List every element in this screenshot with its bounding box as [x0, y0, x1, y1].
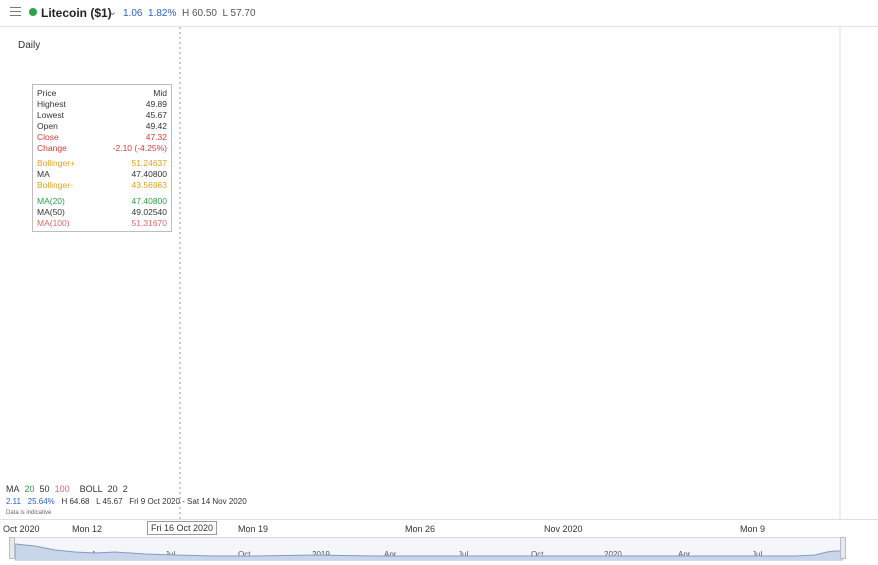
tooltip-row: MA(100) 51.31670: [37, 218, 167, 229]
tooltip-label: Bollinger-: [37, 180, 73, 191]
quote-change: 1.06: [123, 8, 143, 19]
tooltip-row: Bollinger- 43.56963: [37, 180, 167, 191]
tooltip-row: Price Mid: [37, 88, 167, 99]
tooltip-row: Close 47.32: [37, 132, 167, 143]
y-axis-panel: [840, 27, 878, 519]
tooltip-value: -2.10 (-4.25%): [112, 142, 167, 153]
quote-change-pct: 1.82%: [148, 8, 177, 19]
tooltip-value: 43.56963: [131, 180, 167, 191]
navigator-sparkline: [15, 543, 843, 560]
tooltip-label: Highest: [37, 98, 66, 109]
navigator-label: Oct: [531, 550, 544, 559]
ma50-setting[interactable]: 50: [39, 484, 50, 494]
x-tick-label: Oct 2020: [3, 524, 40, 534]
tooltip-label: MA(100): [37, 217, 70, 228]
navigator-label: Apr: [384, 550, 397, 559]
range-high: H 64.68: [61, 497, 90, 506]
tooltip-row: MA(20) 47.40800: [37, 196, 167, 207]
market-status-dot: [29, 8, 37, 16]
boll-label: BOLL: [79, 484, 103, 494]
ma100-setting[interactable]: 100: [54, 484, 70, 494]
range-navigator[interactable]: 2018 Apr Jul Oct 2019 Apr Jul Oct 2020 A…: [15, 537, 843, 561]
tooltip-label: Lowest: [37, 109, 64, 120]
price-chart[interactable]: 44.0046.0048.0050.0052.0054.0056.0058.00…: [0, 27, 878, 519]
quote-low: L 57.70: [222, 8, 256, 19]
tooltip-label: MA(50): [37, 207, 65, 218]
tooltip-value: 49.02540: [131, 207, 167, 218]
tooltip-value: 51.31670: [131, 217, 167, 228]
navigator-label: 2019: [312, 550, 330, 559]
x-tick-label: Mon 19: [238, 524, 269, 534]
navigator-label: Apr: [678, 550, 691, 559]
tooltip-label: MA(20): [37, 196, 65, 207]
tooltip-label: MA: [37, 169, 50, 180]
x-axis: Oct 2020 Mon 12 Mon 19 Mon 26 Nov 2020 M…: [0, 519, 878, 536]
tooltip-value: 47.32: [145, 131, 167, 142]
x-tick-label: Mon 26: [405, 524, 436, 534]
tooltip-label: Price: [37, 88, 57, 98]
navigator-left-handle[interactable]: [9, 537, 15, 559]
quote-high: H 60.50: [181, 8, 217, 19]
navigator-label: 2020: [604, 550, 622, 559]
tooltip-value: 49.89: [145, 98, 167, 109]
tooltip-value: 47.40800: [131, 169, 167, 180]
ma-label: MA: [6, 484, 20, 494]
tooltip-label: Open: [37, 120, 58, 131]
instrument-name[interactable]: Litecoin ($1): [41, 6, 112, 20]
navigator-label: Oct: [238, 550, 251, 559]
navigator-right-handle[interactable]: [840, 537, 846, 559]
range-stats: 2.11 25.64% H 64.68 L 45.67 Fri 9 Oct 20…: [6, 497, 247, 506]
range-low: L 45.67: [96, 497, 123, 506]
range-change: 2.11: [6, 497, 21, 506]
chevron-down-icon[interactable]: ⌄: [108, 6, 118, 18]
tooltip-value: 51.24637: [131, 158, 167, 169]
navigator-label: Jul: [458, 550, 469, 559]
x-tick-label: Nov 2020: [544, 524, 583, 534]
period-label[interactable]: Daily: [18, 40, 41, 51]
instrument-header: Litecoin ($1) ⌄ 1.06 1.82% H 60.50 L 57.…: [0, 0, 878, 27]
ma20-setting[interactable]: 20: [24, 484, 35, 494]
tooltip-label: Bollinger+: [37, 158, 76, 169]
boll-period[interactable]: 20: [107, 484, 118, 494]
tooltip-value: Mid: [153, 88, 167, 98]
range-dates: Fri 9 Oct 2020 - Sat 14 Nov 2020: [129, 497, 247, 506]
x-tick-label: Mon 9: [740, 524, 766, 534]
boll-dev[interactable]: 2: [122, 484, 128, 494]
x-tick-label: Mon 12: [72, 524, 103, 534]
data-tooltip: Price Mid Highest 49.89 Lowest 45.67 Open 49.42…: [32, 84, 172, 232]
navigator-label: Jul: [752, 550, 763, 559]
menu-icon[interactable]: [10, 7, 21, 16]
tooltip-row: MA(50) 49.02540: [37, 207, 167, 218]
tooltip-row: MA 47.40800: [37, 169, 167, 180]
indicator-legend[interactable]: MA 20 50 100 BOLL 20 2: [6, 484, 128, 494]
tooltip-value: 47.40800: [131, 196, 167, 207]
tooltip-row: Bollinger+ 51.24637: [37, 158, 167, 169]
x-cursor-label: Fri 16 Oct 2020: [147, 521, 218, 535]
tooltip-value: 49.42: [145, 120, 167, 131]
tooltip-label: Close: [37, 131, 59, 142]
tooltip-value: 45.67: [145, 109, 167, 120]
tooltip-row: Highest 49.89: [37, 99, 167, 110]
range-change-pct: 25.64%: [27, 497, 55, 506]
tooltip-label: Change: [37, 142, 67, 153]
quote-summary: 1.06 1.82% H 60.50 L 57.70: [123, 8, 256, 19]
indicative-note: Data is indicative: [6, 510, 52, 516]
tooltip-row: Lowest 45.67: [37, 110, 167, 121]
tooltip-row: Change -2.10 (-4.25%): [37, 143, 167, 154]
tooltip-row: Open 49.42: [37, 121, 167, 132]
